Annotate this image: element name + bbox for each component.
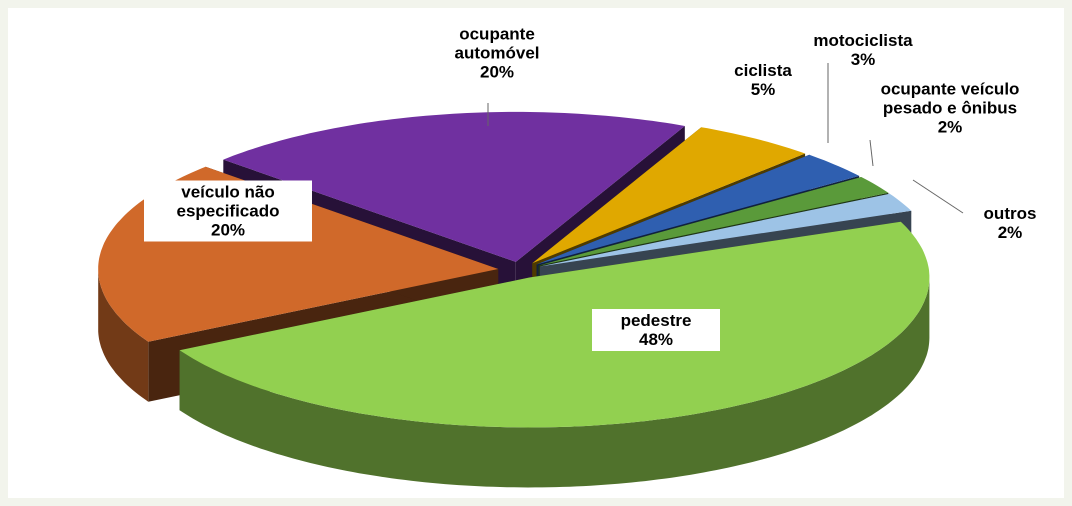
slice-top bbox=[539, 193, 912, 267]
slice-side bbox=[179, 278, 930, 488]
category-label: ciclista bbox=[734, 61, 792, 80]
slice-top bbox=[532, 127, 806, 264]
leader-line bbox=[869, 139, 874, 167]
slice bbox=[179, 221, 930, 488]
data-label: ocupante automóvel 20% bbox=[432, 25, 562, 82]
slice-top bbox=[223, 111, 685, 262]
value-label: 48% bbox=[638, 330, 674, 349]
value-label: 5% bbox=[750, 80, 776, 99]
category-label: outros bbox=[983, 204, 1037, 223]
leader-line bbox=[912, 179, 964, 214]
value-label: 2% bbox=[997, 223, 1023, 242]
value-label: 20% bbox=[210, 220, 246, 240]
data-label: pedestre 48% bbox=[592, 309, 720, 351]
slice-top bbox=[179, 221, 930, 428]
category-label: motociclista bbox=[813, 31, 913, 50]
data-label: ciclista 5% bbox=[723, 61, 803, 99]
category-label: ocupante veículo pesado e ônibus bbox=[880, 79, 1020, 118]
value-label: 2% bbox=[937, 117, 963, 137]
value-label: 3% bbox=[850, 50, 876, 69]
slice-top bbox=[536, 154, 860, 265]
data-label: motociclista 3% bbox=[793, 31, 933, 69]
category-label: pedestre bbox=[620, 311, 692, 330]
value-label: 20% bbox=[479, 62, 515, 82]
slice-top bbox=[538, 177, 889, 266]
category-label: veículo não especificado bbox=[176, 182, 280, 221]
slice-side bbox=[98, 269, 149, 402]
data-label: ocupante veículo pesado e ônibus 2% bbox=[850, 80, 1050, 137]
category-label: ocupante automóvel bbox=[454, 24, 540, 63]
data-label: outros 2% bbox=[965, 204, 1055, 242]
data-label: veículo não especificado 20% bbox=[144, 180, 312, 242]
chart-area: ciclista 5% motociclista 3% ocupante veículo… bbox=[8, 8, 1064, 498]
